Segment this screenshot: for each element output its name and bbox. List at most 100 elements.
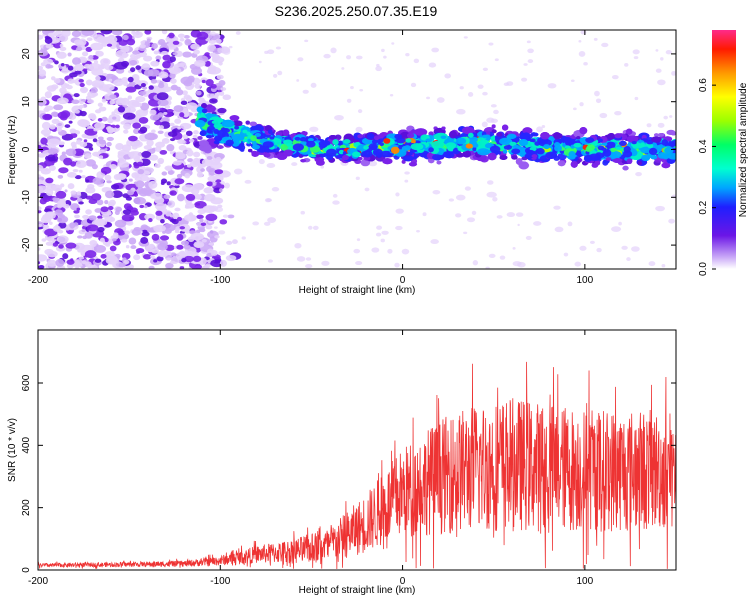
heatmap-cell (123, 119, 130, 123)
heatmap-cell (202, 264, 210, 269)
heatmap-cell (135, 95, 146, 103)
heatmap-cell (531, 154, 538, 159)
heatmap-cell (275, 46, 281, 50)
heatmap-cell (38, 206, 42, 211)
heatmap-cell (142, 55, 153, 62)
heatmap-cell (164, 228, 172, 234)
heatmap-cell (70, 141, 77, 147)
snr-frame (37, 329, 677, 571)
heatmap-cell (139, 204, 145, 209)
heatmap-cell (128, 81, 136, 87)
heatmap-cell (477, 148, 490, 156)
heatmap-cell (379, 142, 384, 147)
heatmap-cell (207, 125, 216, 131)
heatmap-cell (283, 149, 294, 157)
heatmap-cell (169, 260, 176, 264)
heatmap-cell (75, 266, 80, 269)
heatmap-cell (125, 220, 134, 226)
heatmap-cell (88, 147, 94, 151)
heatmap-cell (111, 190, 123, 199)
heatmap-cell (155, 210, 163, 216)
heatmap-cell (657, 122, 665, 128)
heatmap-cell (135, 155, 140, 160)
heatmap-cell (263, 221, 271, 226)
heatmap-cell (38, 254, 48, 262)
heatmap-cell (461, 126, 475, 135)
heatmap-cell (262, 141, 274, 148)
heatmap-cell (133, 128, 140, 135)
heatmap-cell (194, 119, 206, 128)
heatmap-cell (263, 152, 271, 158)
heatmap-cell (436, 97, 445, 103)
heatmap-cell (646, 123, 652, 128)
heatmap-cell (98, 83, 110, 91)
heatmap-cell (496, 132, 503, 137)
heatmap-cell (436, 160, 442, 165)
heatmap-cell (66, 172, 77, 178)
heatmap-cell (84, 231, 93, 239)
heatmap-cell (567, 221, 573, 227)
heatmap-cell (494, 58, 499, 62)
heatmap-cell (38, 100, 46, 107)
heatmap-cell (74, 109, 80, 114)
heatmap-cell (109, 99, 116, 105)
heatmap-cell (254, 133, 262, 137)
heatmap-cell (401, 159, 406, 164)
heatmap-cell (503, 145, 513, 150)
heatmap-cell (125, 244, 130, 249)
heatmap-cell (101, 72, 108, 77)
heatmap-cell (201, 103, 208, 109)
heatmap-cell (141, 86, 148, 90)
heatmap-cell (160, 218, 165, 224)
heatmap-cell (140, 237, 149, 244)
heatmap-cell (304, 39, 309, 43)
heatmap-cell (184, 172, 191, 179)
heatmap-cell (448, 130, 457, 139)
heatmap-cell (219, 188, 224, 193)
heatmap-cell (355, 261, 363, 266)
heatmap-cell (44, 167, 49, 172)
heatmap-cell (269, 136, 275, 140)
heatmap-cell (178, 144, 187, 151)
heatmap-cell (47, 138, 61, 146)
heatmap-cell (511, 148, 521, 155)
heatmap-cell (126, 38, 136, 46)
heatmap-cell (93, 128, 99, 132)
heatmap-cell (56, 235, 69, 244)
heatmap-cell (518, 161, 529, 170)
heatmap-cell (97, 117, 103, 122)
heatmap-cell (130, 67, 136, 73)
snr-xtick-label: 100 (577, 576, 594, 587)
heatmap-cell (162, 54, 171, 61)
heatmap-cell (117, 173, 127, 179)
heatmap-cell (499, 255, 506, 260)
heatmap-cell (122, 209, 132, 215)
heatmap-cell (305, 257, 312, 261)
heatmap-cell (227, 214, 235, 219)
heatmap-cell (224, 182, 230, 189)
heatmap-cell (105, 256, 119, 265)
heatmap-cell (394, 133, 403, 140)
heatmap-cell (41, 121, 51, 130)
heatmap-cell (213, 117, 224, 124)
heatmap-cell (93, 59, 99, 65)
heatmap-cell (99, 237, 105, 243)
heatmap-cell (144, 213, 156, 221)
heatmap-cell (45, 241, 53, 246)
heatmap-cell (214, 169, 224, 175)
heatmap-cell (101, 213, 110, 219)
heatmap-xtick-label: -200 (28, 275, 48, 286)
heatmap-cell (234, 125, 240, 130)
heatmap-cell (626, 257, 631, 262)
heatmap-cell (428, 62, 437, 68)
heatmap-cell (666, 129, 676, 136)
heatmap-cell (59, 46, 67, 52)
heatmap-cell (139, 126, 148, 134)
heatmap-cell (87, 183, 95, 190)
heatmap-cell (545, 151, 558, 159)
heatmap-cell (208, 65, 217, 72)
heatmap-cell (209, 52, 217, 57)
heatmap-cell (409, 151, 413, 156)
heatmap-cell (210, 93, 218, 99)
colorbar-tick-label: 0.2 (698, 200, 709, 214)
